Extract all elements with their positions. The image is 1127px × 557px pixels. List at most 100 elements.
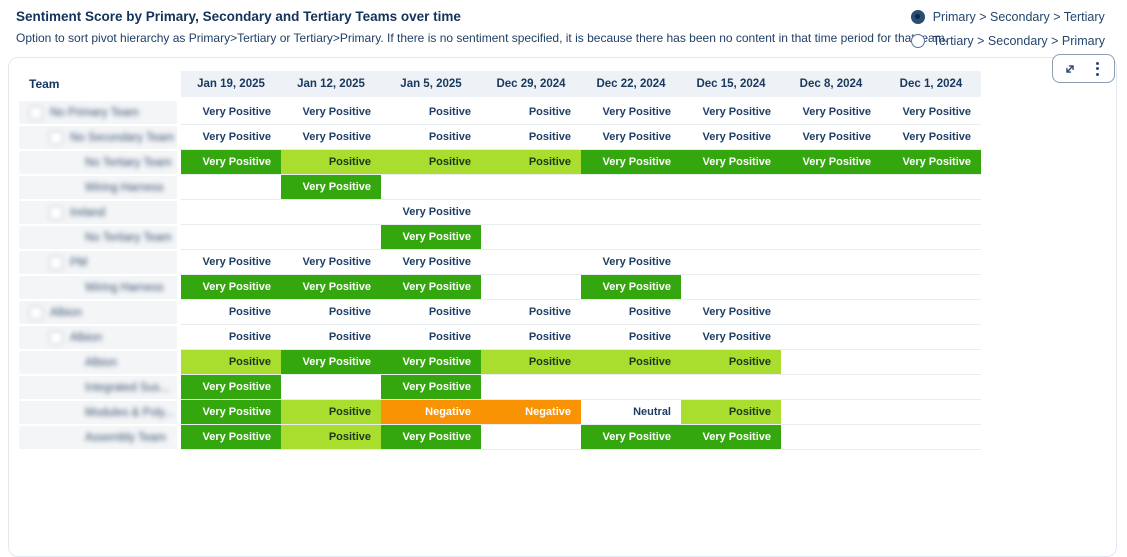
sentiment-cell: Very Positive [381, 275, 481, 299]
tree-row-team[interactable]: No Primary Team [19, 101, 177, 124]
sentiment-cell: Positive [481, 350, 581, 374]
sentiment-cell: Positive [628, 331, 671, 343]
sentiment-cell [781, 350, 881, 374]
sort-option[interactable]: Primary > Secondary > Tertiary [910, 7, 1105, 26]
team-label: Albion [70, 331, 102, 344]
expand-button[interactable] [1060, 59, 1080, 79]
tree-row-team[interactable]: No Tertiary Team [19, 151, 177, 174]
sentiment-cell: Positive [481, 150, 581, 174]
tree-row-team[interactable]: Albion [19, 351, 177, 374]
column-header-date: Dec 8, 2024 [799, 78, 863, 90]
sentiment-row: Very Positive [181, 200, 981, 225]
sentiment-cell: Negative [481, 400, 581, 424]
column-header-date: Dec 1, 2024 [899, 78, 963, 90]
sentiment-cell: Very Positive [581, 275, 681, 299]
sentiment-cell [781, 375, 881, 399]
tree-row-team[interactable]: PM [19, 251, 177, 274]
tree-row-team[interactable]: Integrated Sus... [19, 376, 177, 399]
column-header-date: Dec 29, 2024 [496, 78, 566, 90]
checkbox-icon[interactable] [29, 105, 43, 120]
tree-row-team[interactable]: Wiring Harness [19, 276, 177, 299]
checkbox-icon[interactable] [49, 255, 63, 270]
sentiment-cell: Very Positive [181, 150, 281, 174]
sentiment-cell [281, 200, 381, 224]
tree-row-team[interactable]: No Secondary Team [19, 126, 177, 149]
sentiment-cell [881, 250, 981, 274]
sentiment-cell: Positive [528, 131, 571, 143]
table-row: Integrated Sus... Very Positive Very Posit… [9, 375, 1116, 400]
checkbox-icon[interactable] [49, 330, 63, 345]
sentiment-row: Positive Positive Positive Positive Positive… [181, 325, 981, 350]
table-row: Wiring Harness Very Positive Very Positive… [9, 275, 1116, 300]
tree-row-content: Albion [19, 330, 102, 345]
tree-row-team[interactable]: Albion [19, 326, 177, 349]
sentiment-cell [481, 275, 581, 299]
tree-row-team[interactable]: No Tertiary Team [19, 226, 177, 249]
checkbox-icon[interactable] [29, 305, 43, 320]
sentiment-cell [381, 175, 481, 199]
tree-row-team[interactable]: Wiring Harness [19, 176, 177, 199]
sentiment-cell: Very Positive [802, 131, 872, 143]
sentiment-cell: Very Positive [702, 306, 772, 318]
tree-row-team[interactable]: Assembly Team [19, 426, 177, 449]
table-row: PM Very Positive Very Positive Very Positiv… [9, 250, 1116, 275]
sort-option[interactable]: Tertiary > Secondary > Primary [910, 31, 1105, 50]
expand-arrows-icon [1063, 62, 1077, 76]
radio-selected-icon[interactable] [910, 9, 925, 24]
sentiment-cell: Very Positive [181, 400, 281, 424]
sentiment-row: Very Positive Very Positive Positive Positi… [181, 100, 981, 125]
table-row: Albion Positive Positive Positive Positive Po… [9, 300, 1116, 325]
tree-row-team[interactable]: Modules & Poly... [19, 401, 177, 424]
sentiment-cell [581, 225, 681, 249]
sentiment-cell: Very Positive [702, 131, 772, 143]
sentiment-cell: Positive [381, 150, 481, 174]
table-row: No Secondary Team Very Positive Very Posit… [9, 125, 1116, 150]
sentiment-cell: Very Positive [281, 275, 381, 299]
sentiment-cell: Positive [281, 150, 381, 174]
sentiment-cell [881, 350, 981, 374]
sentiment-cell [781, 400, 881, 424]
tree-row-content: Wiring Harness [19, 182, 164, 194]
checkbox-icon[interactable] [49, 205, 63, 220]
table-row: No Tertiary Team Very Positive Positive Pos… [9, 150, 1116, 175]
sentiment-cell [181, 225, 281, 249]
sentiment-cell [881, 275, 981, 299]
tree-row-content: No Secondary Team [19, 130, 174, 145]
sentiment-cell: Positive [681, 400, 781, 424]
sentiment-row: Very Positive Very Positive [181, 375, 981, 400]
sentiment-cell [781, 325, 881, 349]
sentiment-cell: Very Positive [702, 331, 772, 343]
team-label: Integrated Sus... [85, 381, 170, 394]
sentiment-cell [181, 200, 281, 224]
tree-row-content: No Primary Team [19, 105, 139, 120]
radio-unselected-icon[interactable] [910, 33, 925, 48]
team-label: No Tertiary Team [85, 156, 172, 169]
sort-option-label: Primary > Secondary > Tertiary [932, 9, 1105, 24]
tree-row-team[interactable]: Ireland [19, 201, 177, 224]
checkbox-icon[interactable] [49, 130, 63, 145]
sentiment-cell [881, 200, 981, 224]
sentiment-cell: Very Positive [581, 425, 681, 449]
table-body: No Primary Team Very Positive Very Positiv… [9, 100, 1116, 450]
table-row: Wiring Harness Very Positive [9, 175, 1116, 200]
sentiment-cell: Very Positive [381, 350, 481, 374]
sentiment-cell: Very Positive [381, 425, 481, 449]
tree-row-team[interactable]: Albion [19, 301, 177, 324]
table-row: No Tertiary Team Very Positive [9, 225, 1116, 250]
sentiment-cell: Very Positive [202, 106, 272, 118]
sentiment-cell [781, 250, 881, 274]
tree-row-content: No Tertiary Team [19, 157, 172, 169]
sentiment-cell: Positive [328, 306, 371, 318]
sentiment-cell [281, 375, 381, 399]
sentiment-cell [181, 175, 281, 199]
sentiment-cell [681, 250, 781, 274]
sentiment-cell: Positive [528, 306, 571, 318]
tree-row-content: Assembly Team [19, 432, 166, 444]
team-label: Modules & Poly... [85, 406, 174, 419]
sentiment-cell: Very Positive [181, 425, 281, 449]
tree-row-content: Wiring Harness [19, 282, 164, 294]
sentiment-cell: Positive [228, 331, 271, 343]
more-options-button[interactable] [1087, 59, 1107, 79]
sentiment-cell: Positive [428, 331, 471, 343]
sentiment-row: Positive Very Positive Very Positive Positi… [181, 350, 981, 375]
